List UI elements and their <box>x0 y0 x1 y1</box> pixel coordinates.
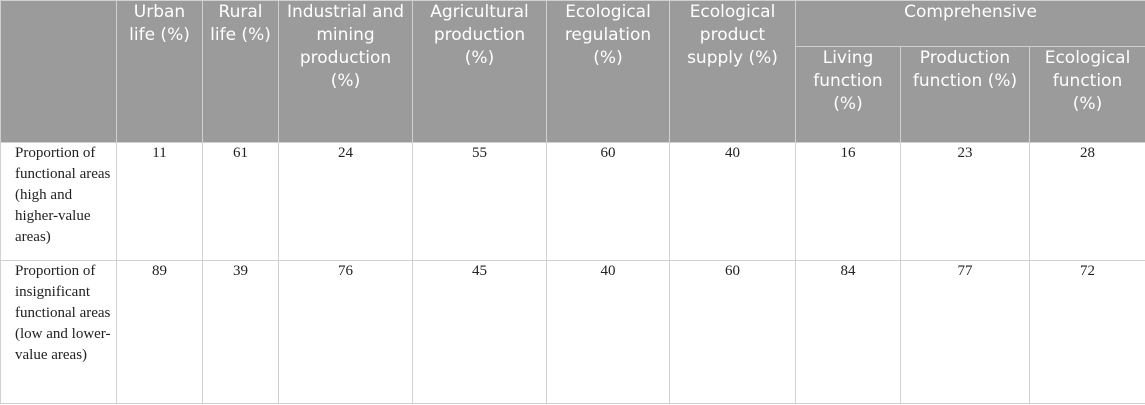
table-cell: 16 <box>795 142 901 261</box>
header-rural-life: Rural life (%) <box>202 0 279 143</box>
header-living-function: Living function (%) <box>795 46 901 143</box>
table-row: Proportion of functional areas (high and… <box>0 142 1145 261</box>
table-cell: 28 <box>1028 142 1145 261</box>
table-cell: 72 <box>1028 260 1145 404</box>
header-production-function: Production function (%) <box>900 46 1030 143</box>
table-cell: 39 <box>202 260 279 404</box>
table-cell: 40 <box>546 260 670 404</box>
table-cell: 24 <box>278 142 413 261</box>
table-cell: 23 <box>900 142 1030 261</box>
table-cell: 60 <box>546 142 670 261</box>
table-cell: 11 <box>116 142 203 261</box>
subheader-row: Living function (%) Production function … <box>1 46 1145 143</box>
header-ecological-product-supply: Ecological product supply (%) <box>669 0 796 143</box>
header-stub <box>0 0 117 143</box>
header-urban-life: Urban life (%) <box>116 0 203 143</box>
table-cell: 45 <box>412 260 547 404</box>
table-cell: 61 <box>202 142 279 261</box>
header-agricultural-production: Agricultural production (%) <box>412 0 547 143</box>
row-label: Proportion of insignificant functional a… <box>0 260 117 404</box>
table-cell: 55 <box>412 142 547 261</box>
table-cell: 60 <box>669 260 796 404</box>
header-comprehensive: Comprehensive <box>794 0 1145 47</box>
table-cell: 89 <box>116 260 203 404</box>
table-body: Proportion of functional areas (high and… <box>0 142 1145 404</box>
row-label: Proportion of functional areas (high and… <box>0 142 117 261</box>
table-header: Urban life (%) Rural life (%) Industrial… <box>0 0 1145 143</box>
table-cell: 77 <box>900 260 1030 404</box>
header-ecological-regulation: Ecological regulation (%) <box>546 0 670 143</box>
header-ecological-function: Ecological function (%) <box>1028 46 1145 143</box>
table-cell: 76 <box>278 260 413 404</box>
header-row: Urban life (%) Rural life (%) Industrial… <box>0 0 1145 143</box>
table-row: Proportion of insignificant functional a… <box>0 260 1145 404</box>
header-industrial-mining-production: Industrial and mining production (%) <box>278 0 413 143</box>
table-cell: 40 <box>669 142 796 261</box>
table-cell: 84 <box>795 260 901 404</box>
